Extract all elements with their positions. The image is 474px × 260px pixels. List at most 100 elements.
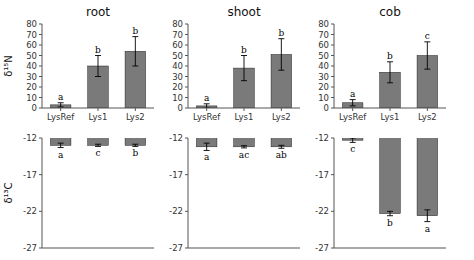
error-bar (241, 56, 247, 81)
x-tick (135, 108, 136, 111)
y-tick-label: 0 (178, 103, 183, 113)
error-bar (95, 56, 101, 77)
error-bar (95, 144, 101, 146)
y-tick-label: 50 (26, 51, 37, 61)
y-tick-label: 20 (26, 82, 37, 92)
error-bar (241, 146, 247, 148)
x-tick (244, 108, 245, 111)
bars (196, 138, 291, 150)
y-tick-label: 70 (26, 30, 37, 40)
y-tick-label: -17 (23, 170, 37, 180)
significance-letter: b (95, 45, 101, 55)
y-axis-label: δ¹⁵N (3, 55, 14, 77)
significance-letter: ab (276, 150, 287, 160)
bar (380, 138, 401, 214)
y-tick-label: 40 (172, 61, 183, 71)
x-tick-label: Lys2 (126, 112, 145, 122)
y-tick-label: 80 (26, 19, 37, 29)
error-bar (132, 144, 138, 146)
y-axis-line (334, 24, 335, 108)
significance-letter: b (241, 45, 247, 55)
x-axis-line (188, 248, 300, 249)
error-bar (350, 138, 356, 142)
significance-letter: c (95, 148, 100, 158)
error-bar (204, 143, 210, 150)
error-bar (58, 103, 64, 107)
y-tick-label: 10 (172, 93, 183, 103)
y-tick-label: -22 (315, 206, 329, 216)
y-tick-label: 10 (318, 93, 329, 103)
significance-letter: a (58, 150, 64, 160)
y-tick-label: -22 (23, 206, 37, 216)
error-bar (350, 100, 356, 106)
bars (196, 39, 291, 108)
y-tick-label: 70 (172, 30, 183, 40)
bar (271, 138, 292, 147)
y-axis-line (42, 138, 43, 248)
chart-figure: 01020304050607080LysRefLys1Lys2abbrootδ¹… (0, 0, 474, 260)
y-axis-line (188, 24, 189, 108)
y-tick-label: 60 (318, 40, 329, 50)
x-tick-label: Lys2 (272, 112, 291, 122)
significance-letter: a (58, 92, 64, 102)
bars (50, 138, 145, 148)
error-bar (278, 145, 284, 148)
x-tick (60, 108, 61, 111)
x-tick (427, 108, 428, 111)
bars (342, 42, 437, 108)
significance-letter: a (204, 93, 210, 103)
y-tick-label: -12 (169, 133, 183, 143)
x-tick-label: Lys1 (235, 112, 254, 122)
significance-letter: b (132, 148, 138, 158)
panel-title: cob (379, 5, 401, 19)
y-tick-label: 50 (172, 51, 183, 61)
error-bar (387, 211, 393, 215)
y-tick-label: -12 (315, 133, 329, 143)
x-tick-label: Lys2 (418, 112, 437, 122)
y-tick-label: 30 (172, 72, 183, 82)
y-tick-label: 10 (26, 93, 37, 103)
y-tick-label: -22 (169, 206, 183, 216)
error-bar (132, 37, 138, 66)
x-tick (98, 108, 99, 111)
y-tick-label: 60 (26, 40, 37, 50)
y-tick-label: 20 (172, 82, 183, 92)
bar (88, 138, 109, 145)
y-tick-label: -17 (315, 170, 329, 180)
y-tick-label: 40 (26, 61, 37, 71)
y-tick-label: 0 (32, 103, 37, 113)
bars (342, 138, 437, 222)
x-tick-label: LysRef (339, 112, 367, 122)
error-bar (424, 42, 430, 69)
error-bar (424, 210, 430, 222)
y-tick-label: -12 (23, 133, 37, 143)
y-tick-label: -27 (169, 243, 183, 253)
panel: 01020304050607080LysRefLys1Lys2abbshoot (172, 5, 300, 122)
error-bar (387, 62, 393, 83)
y-tick-label: -17 (169, 170, 183, 180)
x-tick-label: LysRef (193, 112, 221, 122)
panel-title: root (86, 5, 110, 19)
x-tick (352, 108, 353, 111)
significance-letter: ac (239, 150, 249, 160)
significance-letter: a (350, 89, 356, 99)
y-axis-label: δ¹³C (3, 182, 14, 203)
bars (50, 37, 145, 108)
y-tick-label: 20 (318, 82, 329, 92)
y-tick-label: -27 (23, 243, 37, 253)
y-tick-label: 30 (26, 72, 37, 82)
x-tick (206, 108, 207, 111)
error-bar (204, 104, 210, 108)
x-tick (281, 108, 282, 111)
bar (125, 138, 146, 145)
x-axis-line (334, 248, 446, 249)
x-tick-label: LysRef (47, 112, 75, 122)
error-bar (58, 143, 64, 147)
panel: -27 -22 -17 -12 a ac ab (169, 50, 300, 253)
x-tick-label: Lys1 (89, 112, 108, 122)
significance-letter: b (278, 28, 284, 38)
y-tick-label: 60 (172, 40, 183, 50)
significance-letter: b (387, 51, 393, 61)
significance-letter: c (350, 144, 355, 154)
y-tick-label: 80 (172, 19, 183, 29)
